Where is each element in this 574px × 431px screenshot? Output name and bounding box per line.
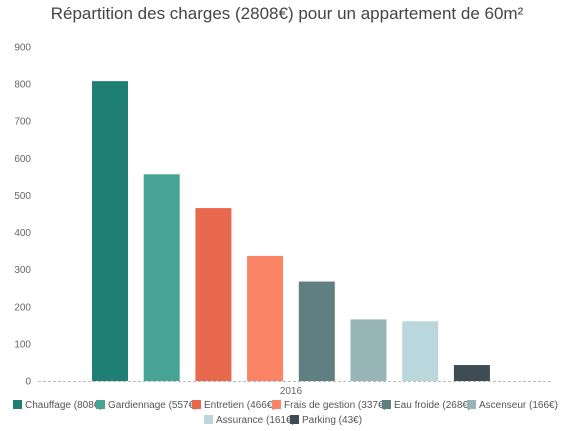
bar-2[interactable] xyxy=(143,174,180,381)
chart-title: Répartition des charges (2808€) pour un … xyxy=(50,4,524,23)
legend-label[interactable]: Gardiennage (557€) xyxy=(108,400,198,411)
legend-label[interactable]: Eau froide (268€) xyxy=(394,400,471,411)
x-category-label: 2016 xyxy=(280,386,303,397)
legend-label[interactable]: Frais de gestion (337€) xyxy=(284,400,387,411)
legend-swatch[interactable] xyxy=(96,400,105,409)
bar-7[interactable] xyxy=(402,321,439,381)
legend-swatch[interactable] xyxy=(13,400,22,409)
y-tick-label: 500 xyxy=(14,191,31,202)
y-tick-label: 600 xyxy=(14,154,31,165)
y-tick-label: 400 xyxy=(14,228,31,239)
y-tick-label: 200 xyxy=(14,302,31,313)
legend-label[interactable]: Parking (43€) xyxy=(302,415,362,426)
bar-3[interactable] xyxy=(195,208,232,381)
legend-label[interactable]: Assurance (161€) xyxy=(216,415,295,426)
bar-1[interactable] xyxy=(92,81,128,382)
legend-swatch[interactable] xyxy=(204,415,213,424)
legend-label[interactable]: Ascenseur (166€) xyxy=(479,400,558,411)
legend-label[interactable]: Entretien (466€) xyxy=(204,400,276,411)
y-tick-label: 800 xyxy=(14,80,31,91)
legend-swatch[interactable] xyxy=(467,400,476,409)
y-tick-label: 0 xyxy=(25,377,31,388)
legend-swatch[interactable] xyxy=(272,400,281,409)
bar-5[interactable] xyxy=(298,281,335,381)
bar-8[interactable] xyxy=(453,365,490,381)
legend-swatch[interactable] xyxy=(290,415,299,424)
bar-4[interactable] xyxy=(247,255,284,381)
legend-label[interactable]: Chauffage (808€) xyxy=(25,400,103,411)
y-tick-label: 700 xyxy=(14,117,31,128)
bar-6[interactable] xyxy=(350,319,387,381)
y-tick-label: 900 xyxy=(14,43,31,54)
legend-swatch[interactable] xyxy=(192,400,201,409)
y-tick-label: 100 xyxy=(14,339,31,350)
y-tick-label: 300 xyxy=(14,265,31,276)
legend-swatch[interactable] xyxy=(382,400,391,409)
